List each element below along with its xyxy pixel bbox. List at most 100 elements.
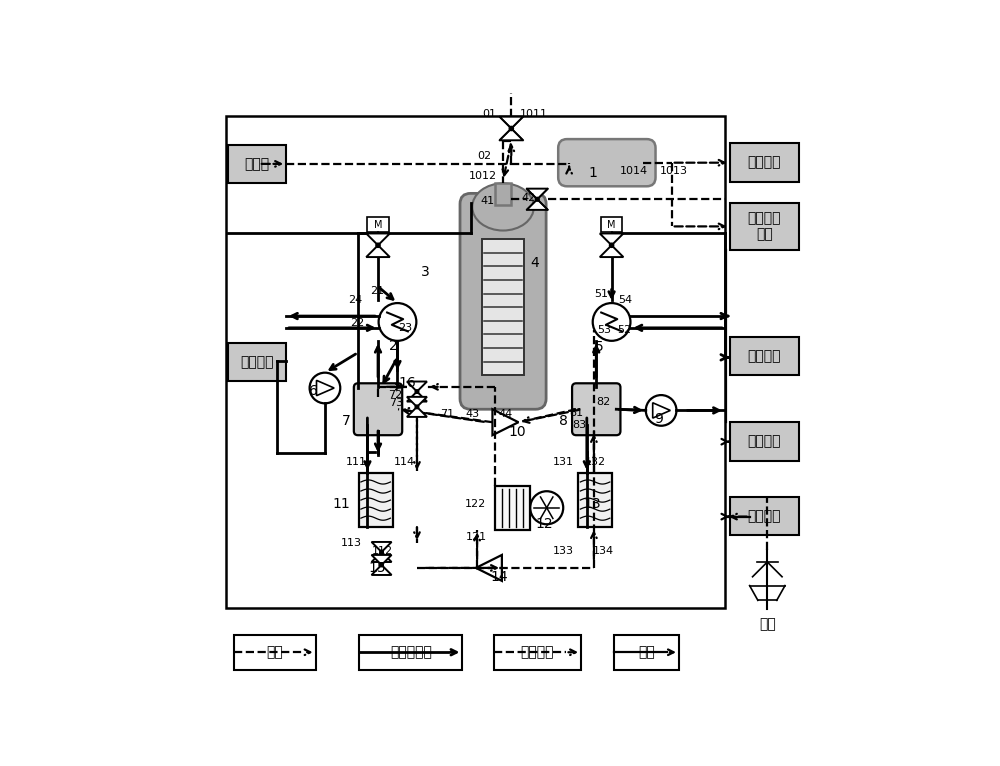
Polygon shape (500, 129, 523, 140)
Polygon shape (407, 391, 427, 401)
Text: 1013: 1013 (660, 166, 688, 176)
Text: M: M (374, 220, 382, 230)
Text: 24: 24 (348, 295, 363, 305)
Text: 氢气: 氢气 (266, 645, 283, 660)
FancyBboxPatch shape (730, 143, 799, 182)
Text: 园区供冷: 园区供冷 (240, 355, 274, 368)
FancyBboxPatch shape (359, 473, 393, 527)
Text: 系统供电: 系统供电 (748, 434, 781, 448)
Text: 14: 14 (491, 571, 508, 584)
FancyBboxPatch shape (730, 337, 799, 375)
Text: 9: 9 (654, 412, 663, 426)
Text: 1012: 1012 (469, 171, 497, 181)
Text: 134: 134 (593, 546, 614, 556)
Text: 园区供氢: 园区供氢 (748, 155, 781, 169)
Text: 73: 73 (389, 398, 403, 408)
FancyBboxPatch shape (558, 139, 656, 186)
FancyBboxPatch shape (578, 473, 612, 527)
FancyBboxPatch shape (495, 486, 530, 529)
Text: 22: 22 (350, 318, 365, 328)
Text: 114: 114 (393, 457, 415, 467)
Text: 02: 02 (478, 151, 492, 161)
Text: 13: 13 (584, 496, 602, 511)
FancyBboxPatch shape (354, 383, 402, 435)
Text: 二氧化碳: 二氧化碳 (521, 645, 554, 660)
Circle shape (415, 405, 419, 409)
Text: 121: 121 (465, 532, 486, 542)
Polygon shape (600, 234, 623, 245)
FancyBboxPatch shape (228, 145, 286, 183)
Text: 41: 41 (481, 196, 495, 206)
Text: 51: 51 (594, 289, 608, 299)
Polygon shape (372, 565, 392, 575)
Text: 5: 5 (595, 340, 604, 355)
Circle shape (376, 243, 380, 247)
Text: 11: 11 (333, 496, 350, 511)
FancyBboxPatch shape (601, 217, 622, 232)
Polygon shape (527, 188, 548, 199)
Text: 15: 15 (368, 561, 386, 575)
Text: 23: 23 (398, 322, 412, 333)
Text: 43: 43 (465, 409, 479, 419)
Text: 16: 16 (399, 376, 416, 391)
Circle shape (380, 563, 383, 567)
Text: 81: 81 (569, 408, 583, 417)
Text: 42: 42 (522, 193, 536, 203)
Text: 8: 8 (559, 414, 568, 428)
FancyBboxPatch shape (482, 239, 524, 375)
FancyBboxPatch shape (572, 383, 620, 435)
Text: 绿氢源: 绿氢源 (245, 157, 270, 171)
Text: 固定式发
电站: 固定式发 电站 (748, 211, 781, 241)
FancyBboxPatch shape (359, 634, 462, 670)
FancyBboxPatch shape (495, 183, 511, 205)
Circle shape (415, 390, 419, 394)
Polygon shape (366, 245, 390, 257)
Text: 72: 72 (389, 390, 403, 400)
FancyBboxPatch shape (614, 634, 679, 670)
Text: 6: 6 (309, 384, 318, 398)
Text: 10: 10 (508, 424, 526, 439)
Polygon shape (372, 542, 392, 552)
Circle shape (509, 126, 513, 131)
FancyBboxPatch shape (730, 203, 799, 250)
FancyBboxPatch shape (228, 342, 286, 381)
Text: 园区供热: 园区供热 (748, 349, 781, 363)
Text: 2: 2 (389, 339, 398, 352)
Text: 01: 01 (482, 110, 496, 119)
Text: 82: 82 (596, 397, 610, 407)
Text: 1014: 1014 (620, 166, 648, 176)
Text: 电力: 电力 (638, 645, 655, 660)
FancyBboxPatch shape (234, 634, 316, 670)
Polygon shape (407, 407, 427, 417)
FancyBboxPatch shape (367, 217, 389, 232)
Text: 3: 3 (421, 265, 430, 279)
Text: 12: 12 (536, 517, 553, 531)
Text: 131: 131 (553, 457, 574, 467)
Text: 1011: 1011 (520, 110, 548, 119)
FancyBboxPatch shape (494, 634, 581, 670)
Text: 83: 83 (573, 421, 587, 430)
Text: 1: 1 (588, 166, 597, 180)
Text: 71: 71 (441, 409, 455, 419)
FancyBboxPatch shape (730, 497, 799, 535)
Text: 53: 53 (598, 326, 612, 336)
Text: 7: 7 (342, 414, 351, 428)
Polygon shape (407, 381, 427, 391)
Polygon shape (372, 552, 392, 562)
Text: 122: 122 (465, 499, 487, 509)
Polygon shape (407, 397, 427, 407)
Text: 54: 54 (619, 295, 633, 305)
Text: 4: 4 (531, 256, 539, 270)
Text: 112: 112 (372, 546, 393, 556)
Text: 园区供电: 园区供电 (748, 509, 781, 523)
Text: 电网: 电网 (759, 617, 776, 631)
FancyBboxPatch shape (730, 422, 799, 460)
Polygon shape (372, 555, 392, 565)
Polygon shape (600, 245, 623, 257)
Polygon shape (527, 199, 548, 210)
Polygon shape (366, 234, 390, 245)
Ellipse shape (472, 183, 534, 231)
Circle shape (609, 243, 614, 247)
Polygon shape (500, 116, 523, 129)
Circle shape (535, 198, 539, 201)
